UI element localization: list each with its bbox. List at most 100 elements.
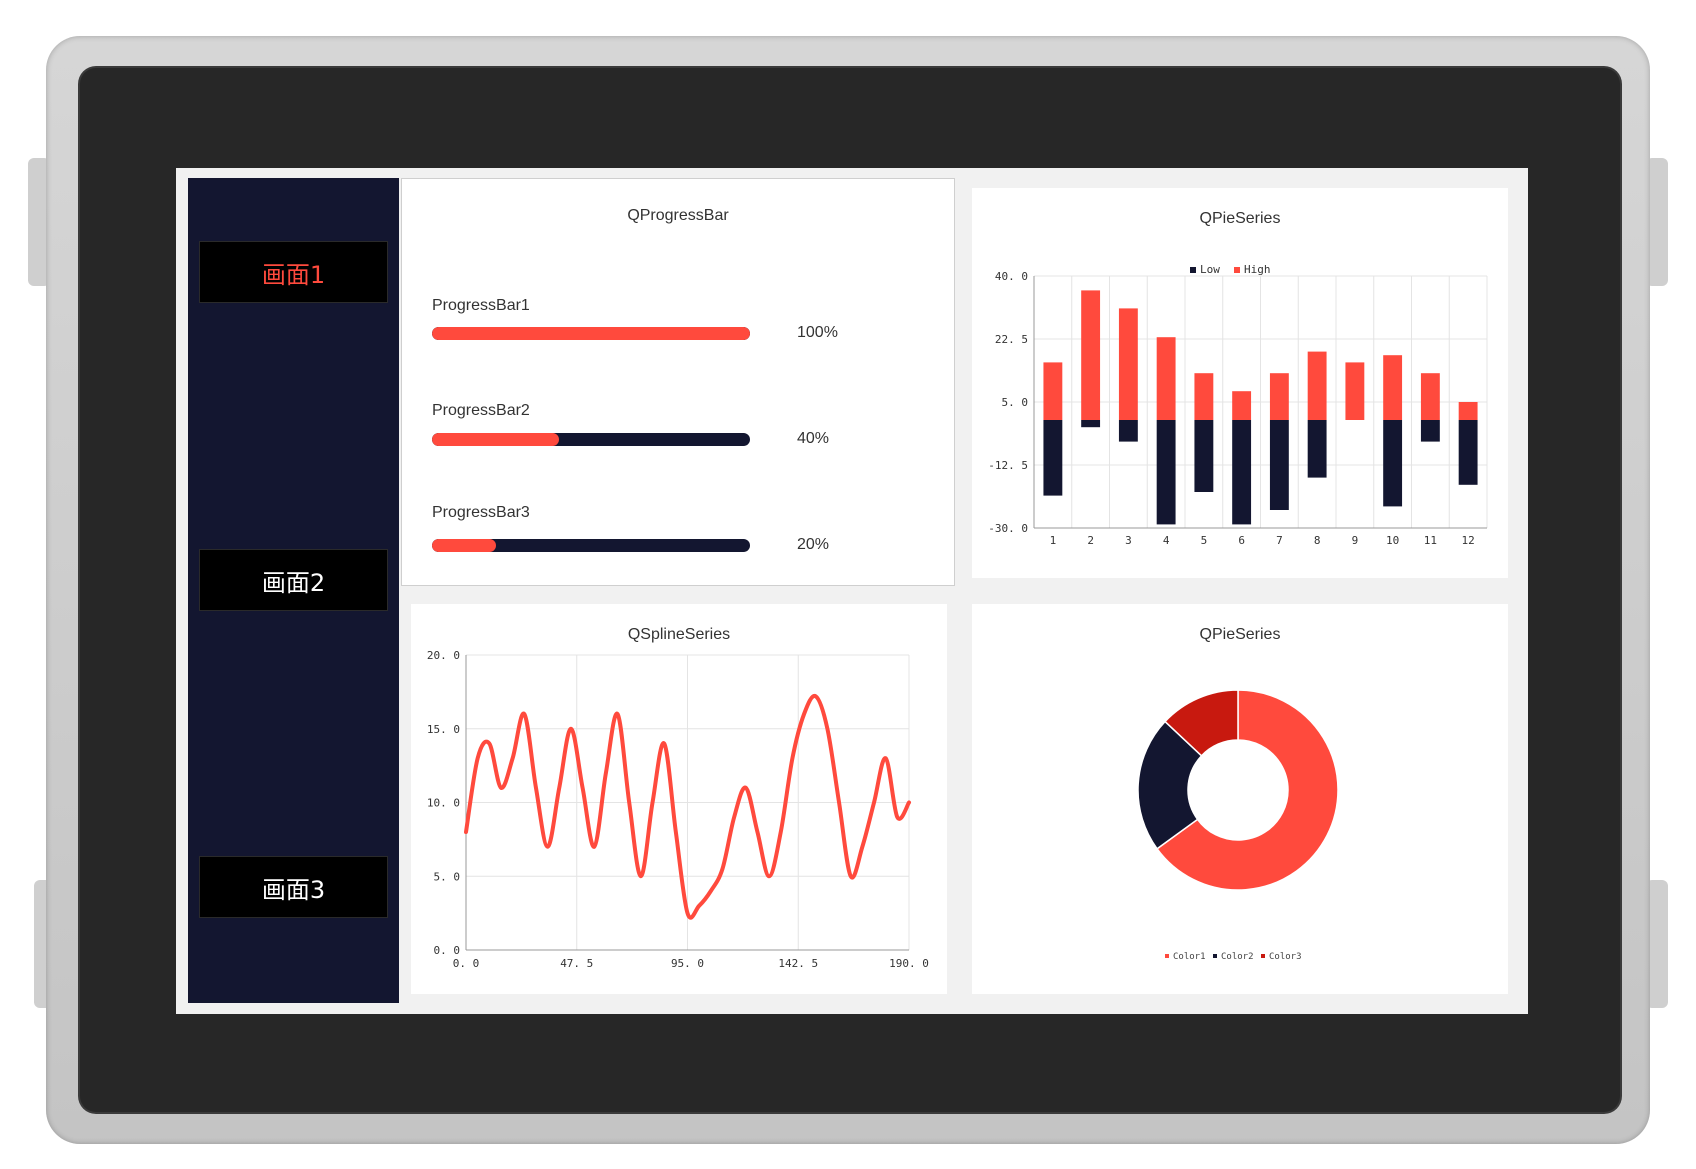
x-tick-label: 9 (1352, 534, 1359, 547)
bar-high (1156, 337, 1176, 420)
spline-chart-panel: QSplineSeries 0. 0 47. 5 95. 0 142. 5 190. 0… (411, 604, 947, 994)
bar-low (1269, 420, 1289, 510)
y-tick-label: 20. 0 (427, 649, 460, 662)
sidebar-item-screen3[interactable]: 画面3 (199, 856, 388, 918)
legend-label-low: Low (1200, 263, 1220, 276)
donut-legend: Color1 Color2 Color3 (1165, 952, 1302, 962)
y-tick-label: 0. 0 (434, 944, 461, 957)
spline-chart: 0. 0 47. 5 95. 0 142. 5 190. 0 20. 0 15. 0 10. … (427, 649, 929, 970)
x-tick-label: 2 (1087, 534, 1094, 547)
sidebar-item-label: 画面2 (261, 568, 326, 597)
progress-panel-title: QProgressBar (627, 207, 729, 224)
x-tick-label: 142. 5 (778, 957, 818, 970)
y-tick-label: 5. 0 (1002, 396, 1029, 409)
sidebar-item-screen1[interactable]: 画面1 (199, 241, 388, 303)
progressbar1 (432, 327, 750, 340)
legend-swatch (1165, 954, 1169, 958)
x-tick-label: 5 (1201, 534, 1208, 547)
progressbar2-percent: 40% (797, 430, 830, 447)
x-tick-label: 6 (1238, 534, 1245, 547)
bar-chart-panel: QPieSeries Low High 40. 0 22. 5 5. 0 -12. 5 -3… (972, 188, 1508, 578)
bar-chart-title: QPieSeries (1199, 210, 1281, 227)
bar-low (1307, 420, 1327, 478)
legend-swatch (1261, 954, 1265, 958)
x-tick-label: 190. 0 (889, 957, 929, 970)
mount-bracket-right-top (1646, 158, 1668, 286)
progressbar1-fill (432, 327, 750, 340)
bar-low (1458, 420, 1478, 485)
progressbar3-label: ProgressBar3 (432, 504, 530, 521)
legend-swatch (1213, 954, 1217, 958)
y-tick-label: 22. 5 (995, 333, 1028, 346)
x-tick-label: 7 (1276, 534, 1283, 547)
donut-chart-panel: QPieSeries Color1 Color2 Color3 (972, 604, 1508, 994)
y-tick-label: -30. 0 (988, 522, 1028, 535)
bar-low (1232, 420, 1252, 525)
legend-swatch-high (1234, 267, 1240, 273)
bar-high (1043, 362, 1063, 420)
sidebar-item-label: 画面3 (261, 875, 326, 904)
bar-high (1307, 351, 1327, 420)
bar-high (1232, 391, 1252, 420)
progressbar1-percent: 100% (797, 324, 838, 341)
bar-high (1118, 308, 1138, 420)
x-tick-label: 95. 0 (671, 957, 704, 970)
sidebar-item-label: 画面1 (261, 260, 326, 289)
app-screen: 画面1 画面2 画面3 QProgressBar ProgressBar1 10… (176, 168, 1528, 1014)
donut-slice-color3 (1164, 689, 1239, 757)
bar-high (1345, 362, 1365, 420)
y-tick-label: 5. 0 (434, 870, 461, 883)
y-tick-label: 40. 0 (995, 270, 1028, 283)
progress-panel: QProgressBar ProgressBar1 100% ProgressB… (401, 178, 955, 586)
legend-label-high: High (1244, 263, 1271, 276)
bar-high (1420, 373, 1440, 420)
progressbar3-fill (432, 539, 496, 552)
bar-low (1118, 420, 1138, 442)
bar-chart-legend: Low High (1190, 263, 1271, 276)
sidebar: 画面1 画面2 画面3 (188, 178, 399, 1003)
donut-slice-color2 (1137, 720, 1203, 850)
donut-slice-color1 (1156, 689, 1339, 891)
donut-chart: Color1 Color2 Color3 (1137, 689, 1339, 962)
x-tick-label: 12 (1462, 534, 1475, 547)
y-tick-label: 10. 0 (427, 797, 460, 810)
y-tick-label: 15. 0 (427, 723, 460, 736)
x-tick-label: 10 (1386, 534, 1399, 547)
progressbar1-label: ProgressBar1 (432, 297, 530, 314)
bar-high (1458, 402, 1478, 420)
bar-low (1156, 420, 1176, 525)
bar-high (1269, 373, 1289, 420)
progressbar2-fill (432, 433, 560, 446)
progressbar3 (432, 539, 750, 552)
spline-series-line (464, 693, 911, 920)
legend-label: Color3 (1269, 952, 1302, 962)
x-tick-label: 0. 0 (453, 957, 480, 970)
progressbar2 (432, 433, 750, 446)
mount-bracket-right-bottom (1646, 880, 1668, 1008)
x-tick-label: 1 (1050, 534, 1057, 547)
bar-high (1081, 290, 1101, 420)
bar-low (1420, 420, 1440, 442)
x-tick-label: 4 (1163, 534, 1170, 547)
legend-label: Color2 (1221, 952, 1254, 962)
bar-low (1081, 420, 1101, 428)
spline-chart-title: QSplineSeries (627, 626, 731, 643)
y-tick-label: -12. 5 (988, 459, 1028, 472)
progressbar2-label: ProgressBar2 (432, 402, 530, 419)
legend-label: Color1 (1173, 952, 1206, 962)
legend-swatch-low (1190, 267, 1196, 273)
sidebar-item-screen2[interactable]: 画面2 (199, 549, 388, 611)
x-tick-label: 8 (1314, 534, 1321, 547)
x-tick-label: 11 (1424, 534, 1437, 547)
mount-bracket-left-top (28, 158, 50, 286)
bar-low (1383, 420, 1403, 507)
donut-chart-title: QPieSeries (1199, 626, 1281, 643)
bar-high (1194, 373, 1214, 420)
bar-low (1194, 420, 1214, 492)
x-tick-label: 3 (1125, 534, 1132, 547)
bar-high (1383, 355, 1403, 420)
progressbar3-percent: 20% (797, 536, 830, 553)
x-tick-label: 47. 5 (560, 957, 593, 970)
bar-low (1043, 420, 1063, 496)
